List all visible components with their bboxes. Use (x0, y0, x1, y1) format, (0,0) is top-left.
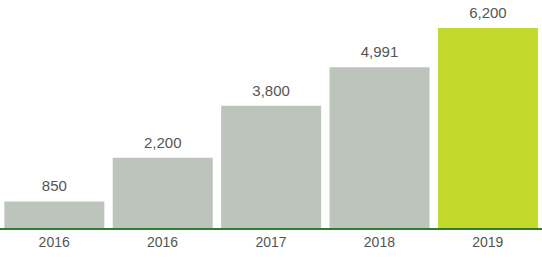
svg-text:3,800: 3,800 (252, 82, 290, 99)
svg-text:850: 850 (42, 177, 67, 194)
svg-text:2019: 2019 (472, 234, 503, 250)
svg-text:2017: 2017 (255, 234, 286, 250)
svg-text:2016: 2016 (39, 234, 70, 250)
svg-text:2016: 2016 (147, 234, 178, 250)
svg-text:4,991: 4,991 (361, 43, 399, 60)
svg-text:2018: 2018 (364, 234, 395, 250)
svg-text:2,200: 2,200 (144, 134, 182, 151)
svg-text:6,200: 6,200 (469, 4, 507, 21)
